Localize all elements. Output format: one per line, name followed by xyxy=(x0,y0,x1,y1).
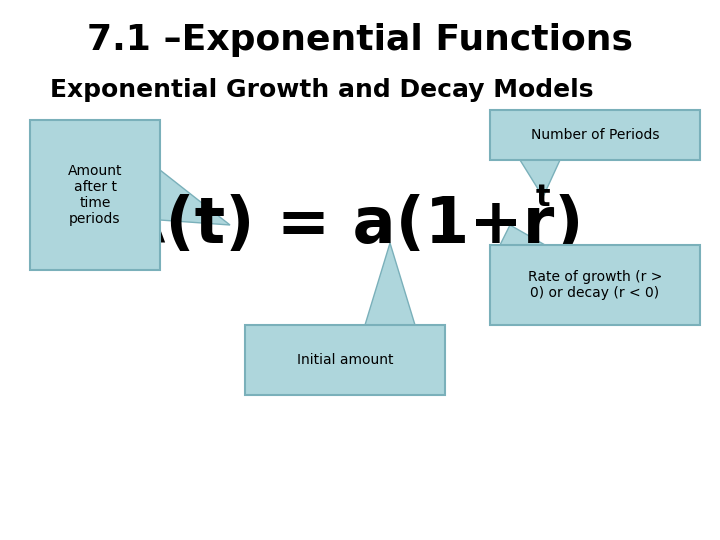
Polygon shape xyxy=(365,243,415,325)
Text: 7.1 –Exponential Functions: 7.1 –Exponential Functions xyxy=(87,23,633,57)
Text: t: t xyxy=(536,183,550,212)
FancyBboxPatch shape xyxy=(245,325,445,395)
Polygon shape xyxy=(160,170,230,225)
Text: Amount
after t
time
periods: Amount after t time periods xyxy=(68,164,122,226)
Text: Initial amount: Initial amount xyxy=(297,353,393,367)
FancyBboxPatch shape xyxy=(490,245,700,325)
Text: Number of Periods: Number of Periods xyxy=(531,128,660,142)
Text: A(t) = a(1+r): A(t) = a(1+r) xyxy=(116,194,584,256)
Polygon shape xyxy=(520,160,560,197)
Text: Exponential Growth and Decay Models: Exponential Growth and Decay Models xyxy=(50,78,593,102)
Polygon shape xyxy=(500,225,545,245)
Text: Rate of growth (r >
0) or decay (r < 0): Rate of growth (r > 0) or decay (r < 0) xyxy=(528,270,662,300)
FancyBboxPatch shape xyxy=(490,110,700,160)
FancyBboxPatch shape xyxy=(30,120,160,270)
